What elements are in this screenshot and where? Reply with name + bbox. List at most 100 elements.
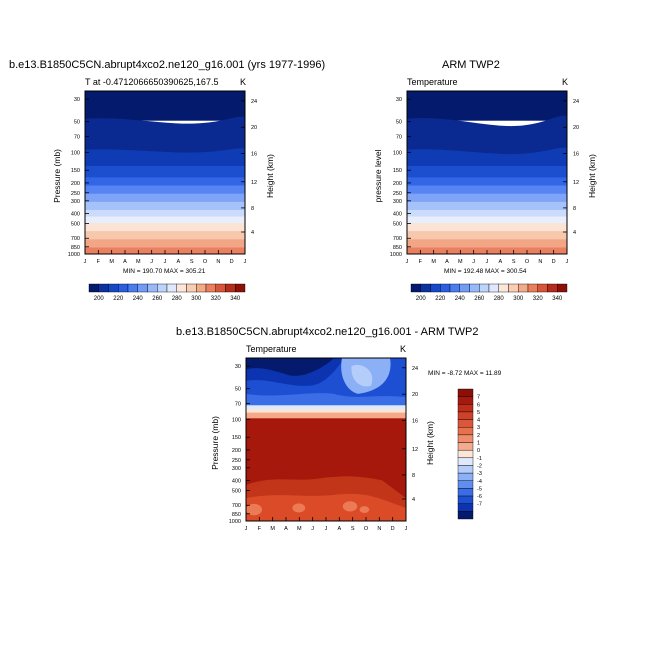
y-right-tick-label: 16 bbox=[573, 152, 579, 158]
colorbar-label: 320 bbox=[211, 296, 222, 302]
y-tick-label: 300 bbox=[232, 466, 241, 472]
colorbar-label: 2 bbox=[477, 433, 480, 439]
y-tick-label: 70 bbox=[396, 135, 402, 141]
x-tick-label: J bbox=[486, 259, 489, 265]
x-tick-label: A bbox=[123, 259, 127, 265]
colorbar-swatch bbox=[410, 283, 421, 293]
colorbar-swatch bbox=[127, 283, 138, 293]
colorbar-label: -3 bbox=[477, 471, 482, 477]
x-tick-label: F bbox=[258, 526, 262, 532]
colorbar-label: 220 bbox=[435, 296, 446, 302]
panel2-contour-band bbox=[407, 239, 567, 250]
colorbar-swatch bbox=[108, 283, 119, 293]
colorbar-swatch bbox=[508, 283, 519, 293]
x-tick-label: S bbox=[512, 259, 516, 265]
colorbar-swatch bbox=[157, 283, 168, 293]
x-tick-label: J bbox=[84, 259, 87, 265]
panel1-variable-label: T at -0.4712066650390625,167.5 bbox=[85, 77, 219, 87]
colorbar-swatch bbox=[176, 283, 187, 293]
panel3-title: b.e13.B1850C5CN.abrupt4xco2.ne120_g16.00… bbox=[176, 326, 479, 338]
panel3-contour-band bbox=[246, 408, 406, 413]
y-tick-label: 1000 bbox=[390, 252, 402, 258]
y-tick-label: 200 bbox=[393, 181, 402, 187]
panel3-warm-cell bbox=[359, 506, 370, 514]
x-tick-label: M bbox=[458, 259, 463, 265]
colorbar-swatch bbox=[537, 283, 548, 293]
y-tick-label: 30 bbox=[396, 97, 402, 103]
x-tick-label: O bbox=[203, 259, 208, 265]
panel2-title: ARM TWP2 bbox=[442, 59, 500, 71]
y-right-tick-label: 8 bbox=[412, 473, 415, 479]
y-tick-label: 30 bbox=[235, 364, 241, 370]
x-tick-label: S bbox=[351, 526, 355, 532]
colorbar-swatch bbox=[457, 495, 474, 504]
colorbar-swatch bbox=[215, 283, 226, 293]
colorbar-swatch bbox=[225, 283, 236, 293]
x-tick-label: A bbox=[284, 526, 288, 532]
x-tick-label: M bbox=[270, 526, 275, 532]
y-tick-label: 200 bbox=[232, 448, 241, 454]
colorbar-label: 340 bbox=[230, 296, 241, 302]
panel1-contour-band bbox=[85, 193, 245, 204]
colorbar-label: 300 bbox=[513, 296, 524, 302]
y-tick-label: 150 bbox=[232, 435, 241, 441]
y-tick-label: 70 bbox=[74, 135, 80, 141]
panel2-units-label: K bbox=[562, 77, 569, 87]
colorbar-label: -6 bbox=[477, 494, 482, 500]
colorbar-swatch bbox=[235, 283, 246, 293]
x-tick-label: J bbox=[244, 259, 247, 265]
y-right-tick-label: 12 bbox=[573, 180, 579, 186]
y-tick-label: 400 bbox=[393, 212, 402, 218]
colorbar-swatch bbox=[147, 283, 158, 293]
y-right-tick-label: 16 bbox=[251, 152, 257, 158]
panel2-contour-band bbox=[407, 209, 567, 219]
y-tick-label: 700 bbox=[393, 236, 402, 242]
colorbar-swatch bbox=[457, 511, 474, 520]
y-tick-label: 50 bbox=[396, 120, 402, 126]
x-tick-label: J bbox=[311, 526, 314, 532]
panel2-contour-band bbox=[407, 91, 567, 121]
colorbar-label: 6 bbox=[477, 402, 480, 408]
colorbar-label: 200 bbox=[94, 296, 105, 302]
x-tick-label: J bbox=[150, 259, 153, 265]
panel1-contour-band bbox=[85, 223, 245, 234]
y-right-tick-label: 4 bbox=[573, 230, 576, 236]
x-tick-label: D bbox=[230, 259, 234, 265]
panel1-contour-band bbox=[85, 177, 245, 188]
y-tick-label: 500 bbox=[232, 488, 241, 494]
panel1-title: b.e13.B1850C5CN.abrupt4xco2.ne120_g16.00… bbox=[9, 59, 326, 71]
panel3-variable-label: Temperature bbox=[246, 344, 297, 354]
colorbar-swatch bbox=[457, 503, 474, 512]
panel1-contour-band bbox=[85, 91, 245, 121]
y-right-tick-label: 20 bbox=[251, 125, 257, 131]
colorbar-swatch bbox=[557, 283, 568, 293]
colorbar-swatch bbox=[457, 396, 474, 405]
panel3-contour-band bbox=[246, 493, 406, 521]
colorbar-swatch bbox=[518, 283, 529, 293]
y-tick-label: 400 bbox=[232, 479, 241, 485]
colorbar-label: 3 bbox=[477, 425, 480, 431]
x-tick-label: M bbox=[297, 526, 302, 532]
panel1-contour-band bbox=[85, 201, 245, 212]
y-tick-label: 30 bbox=[74, 97, 80, 103]
panel3-contour-band bbox=[246, 404, 406, 410]
panel2-contour-band bbox=[407, 201, 567, 212]
y-right-tick-label: 12 bbox=[251, 180, 257, 186]
y-right-tick-label: 24 bbox=[251, 99, 257, 105]
panel1-units-label: K bbox=[240, 77, 247, 87]
colorbar-label: -7 bbox=[477, 502, 482, 508]
y-tick-label: 200 bbox=[71, 181, 80, 187]
panel3-warm-cell bbox=[292, 503, 306, 513]
y-right-tick-label: 12 bbox=[412, 447, 418, 453]
colorbar-label: 200 bbox=[416, 296, 427, 302]
x-tick-label: O bbox=[525, 259, 530, 265]
colorbar-swatch bbox=[457, 488, 474, 497]
y-tick-label: 250 bbox=[232, 458, 241, 464]
colorbar-label: 300 bbox=[191, 296, 202, 302]
y-tick-label: 50 bbox=[235, 387, 241, 393]
colorbar-label: 260 bbox=[474, 296, 485, 302]
x-tick-label: J bbox=[325, 526, 328, 532]
y-right-tick-label: 24 bbox=[573, 99, 579, 105]
x-tick-label: O bbox=[364, 526, 369, 532]
